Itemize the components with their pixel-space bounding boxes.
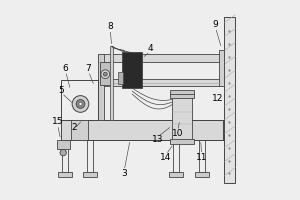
- Text: 10: 10: [172, 129, 184, 138]
- Bar: [58, 171, 71, 177]
- Text: 6: 6: [63, 64, 68, 73]
- Bar: [172, 96, 192, 140]
- Bar: [61, 140, 68, 171]
- Bar: [61, 120, 223, 140]
- Text: 3: 3: [121, 169, 127, 178]
- Bar: [199, 140, 205, 171]
- Text: 8: 8: [107, 22, 113, 31]
- Bar: [110, 46, 113, 120]
- Bar: [83, 171, 98, 177]
- Text: 2: 2: [72, 123, 77, 132]
- Circle shape: [103, 72, 107, 76]
- Bar: [118, 72, 123, 84]
- Bar: [98, 79, 221, 86]
- Bar: [98, 54, 104, 120]
- Bar: [61, 80, 98, 120]
- Text: 14: 14: [160, 153, 172, 162]
- Bar: [195, 171, 208, 177]
- Bar: [57, 140, 70, 149]
- Bar: [173, 140, 179, 171]
- Circle shape: [60, 149, 66, 156]
- Text: 15: 15: [52, 117, 63, 126]
- Bar: [87, 140, 93, 171]
- Text: 7: 7: [85, 64, 91, 73]
- Circle shape: [72, 96, 89, 112]
- Bar: [98, 54, 221, 62]
- Bar: [169, 171, 183, 177]
- Text: 11: 11: [196, 153, 207, 162]
- Circle shape: [79, 102, 82, 106]
- Text: 13: 13: [152, 135, 164, 144]
- Text: 5: 5: [59, 86, 64, 95]
- Bar: [100, 62, 112, 85]
- Text: 4: 4: [147, 44, 153, 53]
- Bar: [170, 90, 194, 94]
- Circle shape: [101, 70, 110, 79]
- Text: 9: 9: [213, 20, 218, 29]
- Text: 12: 12: [212, 94, 223, 103]
- Circle shape: [76, 100, 85, 108]
- Bar: [122, 52, 142, 88]
- Bar: [170, 93, 194, 98]
- Bar: [170, 139, 194, 144]
- Bar: [224, 17, 236, 183]
- Bar: [218, 50, 224, 86]
- Bar: [70, 120, 88, 140]
